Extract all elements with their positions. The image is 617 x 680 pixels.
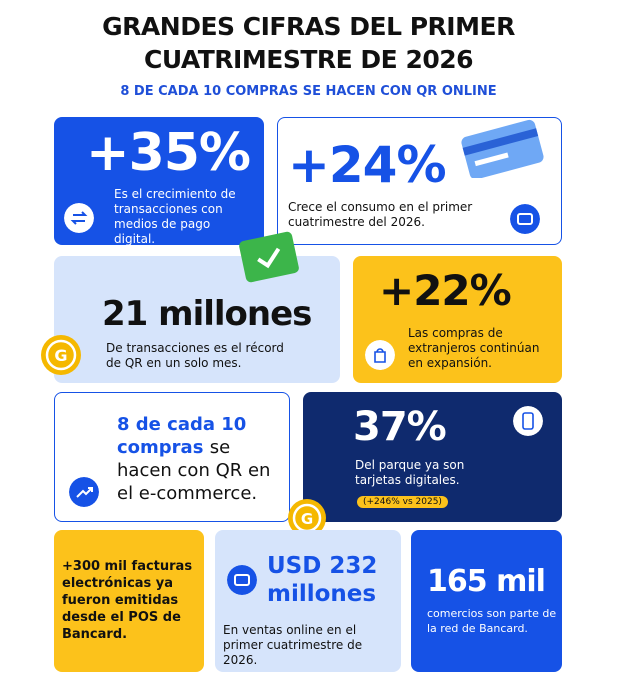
stat-card: USD 232 millones En ventas online en el … (215, 530, 401, 672)
icon (365, 340, 395, 370)
description: Las compras de extranjeros continúan en … (408, 326, 540, 370)
description: Del parque ya son tarjetas digitales. (355, 458, 465, 487)
coin-icon: G (288, 499, 326, 537)
description: comercios son parte de la red de Bancard… (427, 607, 557, 635)
stat-card: +35% Es el crecimiento de transacciones … (54, 117, 264, 246)
figure: 37% (353, 404, 447, 450)
stat-card: 37% Del parque ya son tarjetas digitales… (303, 392, 562, 522)
stat-card: +24% Crece el consumo en el primer cuatr… (277, 117, 562, 245)
icon (64, 203, 94, 233)
stat-card: 165 mil comercios son parte de la red de… (411, 530, 562, 672)
card-illustration (461, 119, 544, 178)
description: En ventas online en el primer cuatrimest… (223, 623, 363, 667)
icon (510, 204, 540, 234)
icon (227, 565, 257, 595)
figure: 165 mil (427, 564, 546, 599)
coin-icon: G (41, 335, 81, 375)
stat-card: 21 millones De transacciones es el récor… (54, 256, 340, 383)
stat-card: +300 mil facturas electrónicas ya fueron… (54, 530, 204, 672)
figure: +22% (379, 266, 512, 315)
text: se hacen con QR en el e-commerce. (117, 437, 271, 504)
figure: 21 millones (102, 294, 312, 334)
title: GRANDES CIFRAS DEL PRIMER (102, 12, 515, 41)
svg-text:G: G (54, 346, 67, 365)
subtitle: 8 DE CADA 10 COMPRAS SE HACEN CON QR ONL… (120, 84, 497, 99)
title: CUATRIMESTRE DE 2026 (143, 45, 474, 74)
description: +300 mil facturas electrónicas ya fueron… (62, 559, 193, 642)
description: De transacciones es el récord de QR en u… (106, 341, 284, 370)
description: 8 de cada 10 compras se hacen con QR en … (117, 413, 287, 505)
badge: (+246% vs 2025) (357, 496, 448, 508)
icon (513, 406, 543, 436)
description: Crece el consumo en el primer cuatrimest… (288, 200, 473, 229)
stat-card: 8 de cada 10 compras se hacen con QR en … (54, 392, 290, 522)
icon (69, 477, 99, 507)
highlight: 8 de cada 10 compras (117, 414, 247, 458)
figure: +35% (86, 123, 251, 183)
figure: +24% (288, 136, 447, 194)
svg-text:G: G (301, 510, 313, 528)
check-badge (239, 231, 299, 283)
figure: USD 232 millones (267, 553, 378, 607)
stat-card: +22% Las compras de extranjeros continúa… (353, 256, 562, 383)
description: Es el crecimiento de transacciones con m… (114, 187, 236, 246)
